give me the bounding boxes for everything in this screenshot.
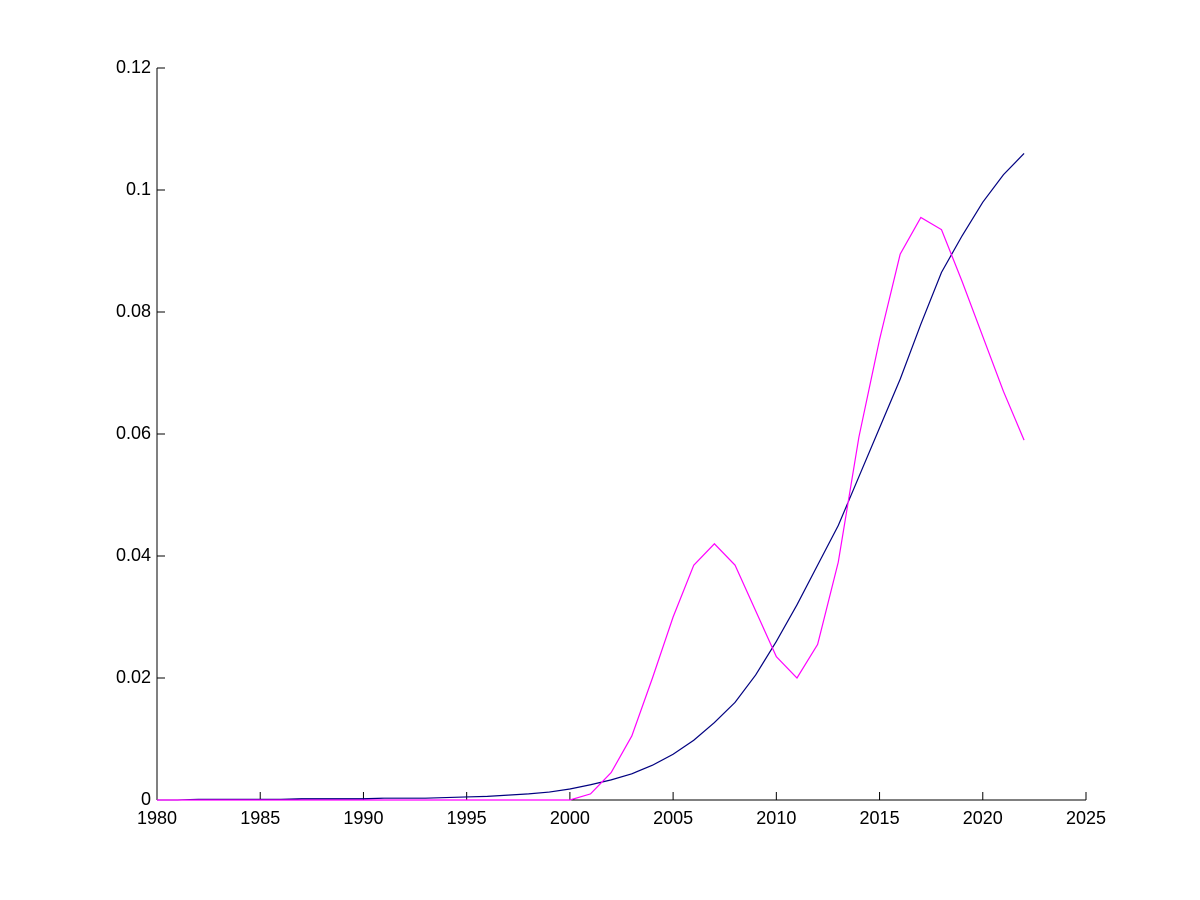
y-tick-label: 0.02: [116, 667, 151, 687]
line-series: [157, 152, 1025, 801]
x-tick-label: 2020: [963, 808, 1003, 828]
y-tick-label: 0.06: [116, 423, 151, 443]
x-tick-label: 2010: [756, 808, 796, 828]
x-tick-label: 1990: [343, 808, 383, 828]
y-tick-label: 0.08: [116, 301, 151, 321]
x-tick-label: 2005: [653, 808, 693, 828]
x-tick-label: 2025: [1066, 808, 1106, 828]
y-tick-label: 0: [141, 789, 151, 809]
x-tick-label: 2015: [860, 808, 900, 828]
x-tick-label: 1995: [447, 808, 487, 828]
y-tick-label: 0.1: [126, 179, 151, 199]
x-tick-label: 1980: [137, 808, 177, 828]
x-tick-label: 1985: [240, 808, 280, 828]
x-tick-label: 2000: [550, 808, 590, 828]
y-tick-label: 0.04: [116, 545, 151, 565]
line-series: [157, 216, 1025, 801]
y-tick-label: 0.12: [116, 57, 151, 77]
